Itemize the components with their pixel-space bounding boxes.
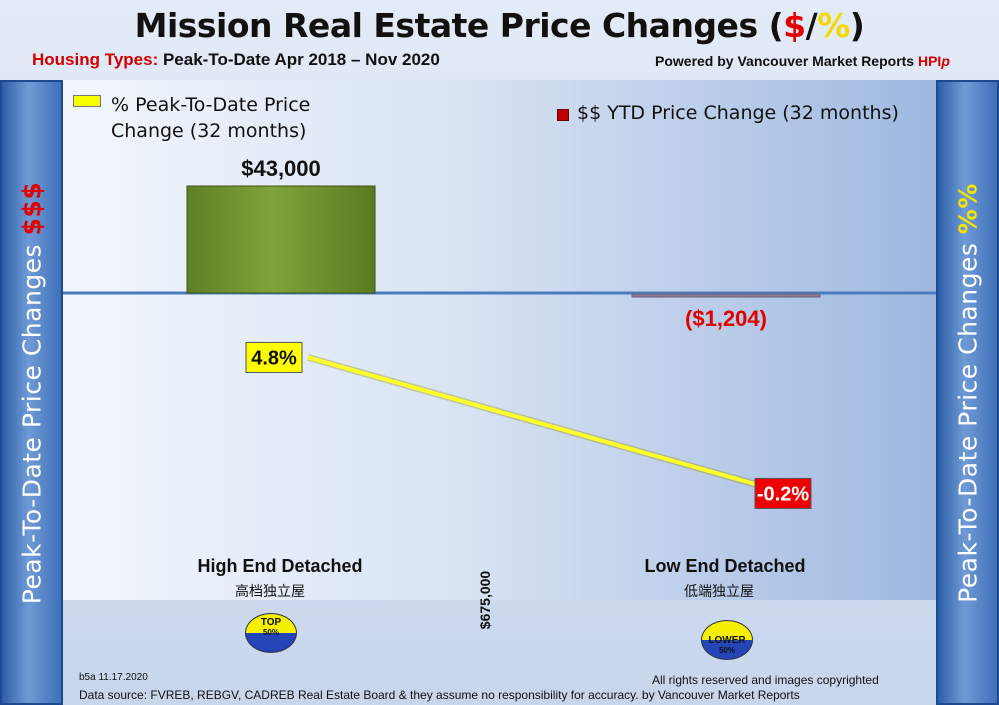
legend-percent-label: % Peak-To-Date Price Change (32 months) bbox=[111, 94, 311, 142]
bar-value-label-low-end: ($1,204) bbox=[685, 306, 767, 331]
category-label-high-end: High End Detached bbox=[197, 556, 363, 576]
left-axis-title: Peak-To-Date Price Changes $$$ bbox=[17, 181, 46, 604]
right-side-panel: Peak-To-Date Price Changes %% bbox=[936, 80, 999, 705]
legend-percent-swatch bbox=[73, 95, 101, 107]
percent-label-box-high-end bbox=[245, 341, 303, 373]
title-percent-sign: % bbox=[817, 6, 850, 45]
copyright-note: All rights reserved and images copyright… bbox=[652, 673, 879, 687]
category-label-low-end: Low End Detached bbox=[644, 556, 806, 576]
percent-label-box-low-end bbox=[754, 477, 812, 509]
top-50-badge-icon: TOP 50% bbox=[245, 613, 297, 653]
chart-title: Mission Real Estate Price Changes ($/%) bbox=[134, 6, 865, 45]
title-dollar-sign: $ bbox=[783, 6, 806, 45]
bar-low-end bbox=[631, 293, 821, 298]
bar-high-end bbox=[186, 185, 376, 294]
bar-value-label-high-end: $43,000 bbox=[241, 156, 321, 181]
percent-line bbox=[307, 355, 789, 496]
data-source-note: Data source: FVREB, REBGV, CADREB Real E… bbox=[79, 688, 800, 702]
plot-area: $43,000 ($1,204) 4.8% -0.2% bbox=[63, 80, 936, 600]
percent-label-low-end: -0.2% bbox=[757, 483, 809, 505]
category-sublabel-low-end: 低端独立屋 bbox=[684, 584, 754, 600]
legend-dollar-label: $$ YTD Price Change (32 months) bbox=[577, 102, 899, 124]
price-divider-label: $675,000 bbox=[477, 570, 493, 630]
subtitle-text: Peak-To-Date Apr 2018 – Nov 2020 bbox=[158, 50, 440, 69]
category-sublabel-high-end: 高档独立屋 bbox=[235, 584, 305, 600]
left-side-panel: Peak-To-Date Price Changes $$$ bbox=[0, 80, 63, 705]
percent-label-high-end: 4.8% bbox=[251, 347, 297, 369]
chart-canvas: $43,000 ($1,204) 4.8% -0.2% bbox=[63, 156, 936, 509]
version-stamp: b5a 11.17.2020 bbox=[79, 672, 148, 683]
lower-50-badge-icon: LOWER 50% bbox=[701, 620, 753, 660]
right-axis-title: Peak-To-Date Price Changes %% bbox=[953, 182, 982, 603]
subtitle-label: Housing Types: bbox=[32, 50, 159, 69]
legend-dollar-swatch bbox=[557, 109, 569, 121]
powered-by: Powered by Vancouver Market Reports HPIp bbox=[655, 53, 950, 69]
chart-subtitle: Housing Types: Peak-To-Date Apr 2018 – N… bbox=[32, 50, 440, 70]
